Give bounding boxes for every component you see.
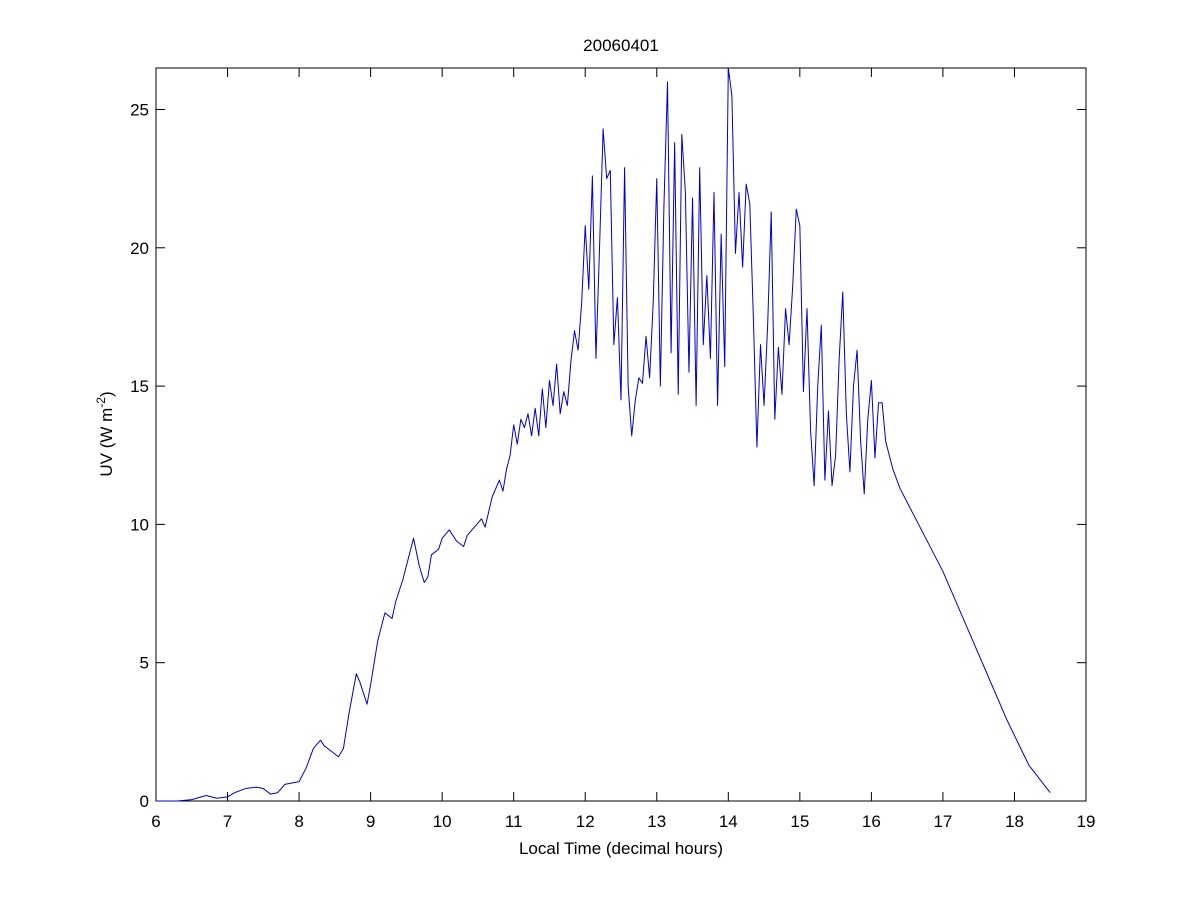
x-tick-label: 9	[366, 812, 375, 831]
x-axis-label: Local Time (decimal hours)	[519, 839, 723, 858]
x-tick-label: 17	[933, 812, 952, 831]
x-tick-label: 15	[790, 812, 809, 831]
x-tick-label: 13	[647, 812, 666, 831]
x-tick-label: 8	[294, 812, 303, 831]
y-axis-label-close: )	[97, 391, 116, 397]
y-tick-label: 5	[140, 654, 149, 673]
x-tick-label: 16	[862, 812, 881, 831]
x-tick-label: 19	[1077, 812, 1096, 831]
y-axis-label-superscript: -2	[94, 397, 108, 408]
axis-tick-labels: 6 7 8 9 10 11 12 13 14 15 16 17 18 19 0 5 10 15 20 25	[130, 100, 1095, 831]
y-tick-label: 20	[130, 239, 149, 258]
x-tick-label: 6	[151, 812, 160, 831]
x-tick-label: 10	[433, 812, 452, 831]
y-axis-label-main: UV (W m	[97, 408, 116, 477]
axes-box	[155, 67, 1087, 802]
x-tick-label: 12	[576, 812, 595, 831]
x-tick-label: 11	[505, 812, 523, 831]
uv-series-line	[156, 67, 1051, 802]
x-tick-label: 18	[1005, 812, 1024, 831]
x-tick-label: 14	[719, 812, 738, 831]
y-axis-label: UV (W m-2)	[94, 391, 116, 476]
y-tick-label: 15	[130, 377, 149, 396]
axis-ticks	[155, 68, 1087, 802]
x-tick-label: 7	[223, 812, 232, 831]
y-tick-label: 25	[130, 100, 149, 119]
plot-area: 6 7 8 9 10 11 12 13 14 15 16 17 18 19 0 5 10 15 20 25	[130, 67, 1095, 831]
y-tick-label: 0	[140, 792, 149, 811]
chart-title: 20060401	[583, 36, 659, 55]
y-tick-label: 10	[130, 515, 149, 534]
